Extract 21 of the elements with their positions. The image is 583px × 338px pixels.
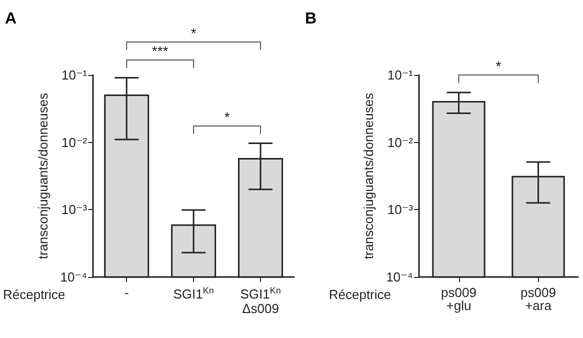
y-tick-label: 10⁻¹ [61,68,88,82]
text: * [496,58,502,74]
y-tick-label: 10⁻² [61,134,88,150]
y-tick-label: 10⁻² [387,134,414,150]
y-tick-label: 10⁻¹ [387,68,414,82]
y-axis-title: transconjuguants/donneuses [35,92,50,260]
x-tick-label: ps009 +ara [520,285,556,313]
x-tick-label: - [124,285,129,300]
y-axis-title: transconjuguants/donneuses [361,92,376,260]
text: *** [152,43,169,59]
y-tick-label: 10⁻⁴ [60,270,88,284]
chart-title: A [5,10,17,28]
annotation: * [224,109,230,125]
x-tick-label: ps009 +glu [441,285,476,313]
y-tick-label: 10⁻³ [387,202,414,218]
x-axis-title: Réceptrice [2,287,66,302]
x-axis-title: Réceptrice [328,287,391,302]
y-tick-label: 10⁻⁴ [386,270,413,284]
y-tick-label: 10⁻³ [61,202,88,218]
chart-title: B [305,10,317,28]
text: * [190,25,197,41]
